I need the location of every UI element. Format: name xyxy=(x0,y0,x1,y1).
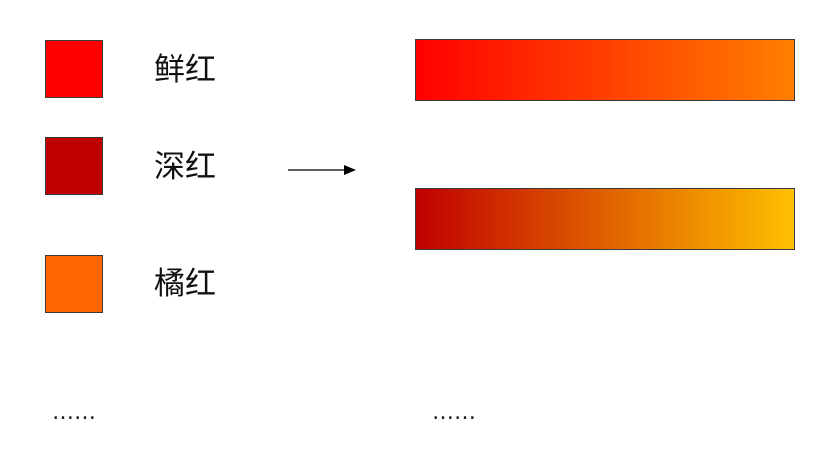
right-ellipsis: …… xyxy=(432,400,476,425)
swatch-dark-red xyxy=(45,137,103,195)
gradient-bar-red-orange xyxy=(415,39,795,101)
label-bright-red: 鲜红 xyxy=(154,52,216,88)
left-ellipsis: …… xyxy=(52,400,96,425)
swatch-orange-red xyxy=(45,255,103,313)
gradient-bar-darkred-gold xyxy=(415,188,795,250)
arrow-right-icon xyxy=(288,165,356,175)
label-dark-red: 深红 xyxy=(154,149,216,185)
swatch-bright-red xyxy=(45,40,103,98)
label-orange-red: 橘红 xyxy=(154,266,216,302)
